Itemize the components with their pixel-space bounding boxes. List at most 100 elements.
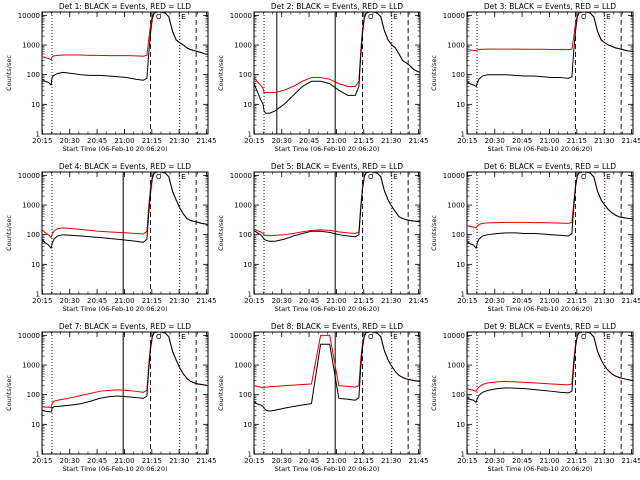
y-tick-label: 10 [31, 261, 40, 269]
annotation-glyph: O [156, 173, 162, 181]
x-tick-label: 21:00 [114, 457, 134, 465]
series-events-line [42, 12, 208, 86]
x-tick-label: 20:30 [485, 137, 505, 145]
y-tick-label: 1 [36, 451, 40, 459]
x-tick-label: 21:45 [621, 137, 640, 145]
x-tick-label: 21:15 [142, 457, 162, 465]
x-tick-label: 21:00 [539, 137, 559, 145]
y-tick-label: 1000 [447, 202, 465, 210]
panel-title: Det 7: BLACK = Events, RED = LLD [59, 322, 191, 331]
panel-det-1: 1 10 100 1000 10000 20:15 20:30 20:45 21:00 21:15… [5, 2, 217, 153]
series-events-line [42, 172, 208, 249]
x-tick-label: 21:00 [539, 457, 559, 465]
y-tick-label: 1 [248, 451, 252, 459]
annotation-glyph: E [393, 333, 397, 341]
series-events-line [467, 172, 633, 249]
y-axis-label: Counts/sec [430, 215, 438, 251]
y-tick-label: 10 [456, 261, 465, 269]
y-tick-label: 1000 [447, 42, 465, 50]
x-tick-label: 21:30 [381, 137, 401, 145]
x-axis-label: Start Time (06-Feb-10 20:06:20) [275, 465, 380, 473]
x-tick-label: 20:15 [244, 457, 264, 465]
x-tick-label: 20:45 [87, 457, 107, 465]
x-tick-label: 21:15 [567, 137, 587, 145]
y-tick-label: 10000 [443, 172, 465, 180]
y-tick-label: 100 [27, 71, 40, 79]
y-tick-label: 10000 [443, 12, 465, 20]
panel-det-2: 1 10 100 1000 10000 20:15 20:30 20:45 21:00 21:15… [217, 2, 429, 153]
x-tick-label: 20:30 [485, 297, 505, 305]
annotation-glyph: O [581, 173, 587, 181]
annotation-glyph: E [181, 13, 185, 21]
x-tick-label: 21:15 [142, 137, 162, 145]
y-tick-label: 10000 [443, 332, 465, 340]
y-tick-label: 1000 [234, 42, 252, 50]
panel-det-8: 1 10 100 1000 10000 20:15 20:30 20:45 21:00 21:15… [217, 322, 429, 473]
x-tick-label: 21:00 [539, 297, 559, 305]
y-tick-label: 1000 [22, 362, 40, 370]
x-axis-label: Start Time (06-Feb-10 20:06:20) [275, 145, 380, 153]
y-tick-label: 1000 [234, 202, 252, 210]
series-events-line [254, 12, 420, 114]
x-tick-label: 21:00 [114, 297, 134, 305]
annotation-glyph: O [368, 173, 374, 181]
y-axis-label: Counts/sec [5, 215, 13, 251]
y-tick-label: 10000 [18, 332, 40, 340]
x-tick-label: 20:45 [299, 297, 319, 305]
y-tick-label: 1 [36, 291, 40, 299]
plot-frame [253, 11, 421, 135]
x-tick-label: 21:00 [326, 137, 346, 145]
x-axis-label: Start Time (06-Feb-10 20:06:20) [63, 465, 168, 473]
y-tick-label: 1 [248, 131, 252, 139]
y-tick-label: 1 [36, 131, 40, 139]
y-tick-label: 1000 [22, 202, 40, 210]
y-tick-label: 10000 [230, 12, 252, 20]
y-tick-label: 10000 [230, 172, 252, 180]
x-tick-label: 21:30 [594, 297, 614, 305]
x-tick-label: 20:30 [60, 297, 80, 305]
x-tick-label: 20:30 [272, 297, 292, 305]
series-lld-line [254, 12, 420, 94]
x-tick-label: 20:45 [299, 137, 319, 145]
plot-frame [466, 171, 634, 295]
annotation-glyph: O [156, 13, 162, 21]
panel-det-4: 1 10 100 1000 10000 20:15 20:30 20:45 21:00 21:15… [5, 162, 217, 313]
y-axis-label: Counts/sec [430, 55, 438, 91]
x-axis-label: Start Time (06-Feb-10 20:06:20) [63, 145, 168, 153]
y-tick-label: 10 [456, 421, 465, 429]
y-tick-label: 10000 [18, 12, 40, 20]
y-axis-label: Counts/sec [217, 375, 225, 411]
x-tick-label: 20:15 [32, 457, 52, 465]
y-tick-label: 100 [27, 391, 40, 399]
y-tick-label: 100 [239, 391, 252, 399]
plot-frame [41, 331, 209, 455]
x-tick-label: 20:45 [299, 457, 319, 465]
plot-frame [466, 11, 634, 135]
y-tick-label: 10000 [230, 332, 252, 340]
panel-det-7: 1 10 100 1000 10000 20:15 20:30 20:45 21:00 21:15… [5, 322, 217, 473]
panel-det-6: 1 10 100 1000 10000 20:15 20:30 20:45 21:00 21:15… [430, 162, 640, 313]
y-tick-label: 1000 [22, 42, 40, 50]
x-tick-label: 21:15 [354, 297, 374, 305]
x-tick-label: 20:15 [457, 137, 477, 145]
x-tick-label: 21:45 [621, 457, 640, 465]
annotation-glyph: E [393, 13, 397, 21]
y-tick-label: 100 [452, 231, 465, 239]
x-tick-label: 20:45 [512, 297, 532, 305]
series-lld-line [254, 172, 420, 236]
y-tick-label: 1 [461, 131, 465, 139]
x-tick-label: 21:15 [567, 297, 587, 305]
x-tick-label: 21:30 [169, 137, 189, 145]
panel-det-5: 1 10 100 1000 10000 20:15 20:30 20:45 21:00 21:15… [217, 162, 429, 313]
series-events-line [42, 332, 208, 413]
x-axis-label: Start Time (06-Feb-10 20:06:20) [488, 465, 593, 473]
x-tick-label: 20:30 [485, 457, 505, 465]
panel-title: Det 8: BLACK = Events, RED = LLD [271, 322, 403, 331]
panel-title: Det 4: BLACK = Events, RED = LLD [59, 162, 191, 171]
y-tick-label: 100 [239, 71, 252, 79]
x-tick-label: 20:15 [32, 297, 52, 305]
x-tick-label: 20:15 [244, 297, 264, 305]
y-tick-label: 10 [243, 421, 252, 429]
x-tick-label: 20:15 [457, 457, 477, 465]
x-tick-label: 21:45 [408, 137, 428, 145]
